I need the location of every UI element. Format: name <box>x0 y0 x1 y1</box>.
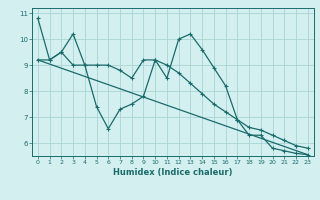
X-axis label: Humidex (Indice chaleur): Humidex (Indice chaleur) <box>113 168 233 177</box>
